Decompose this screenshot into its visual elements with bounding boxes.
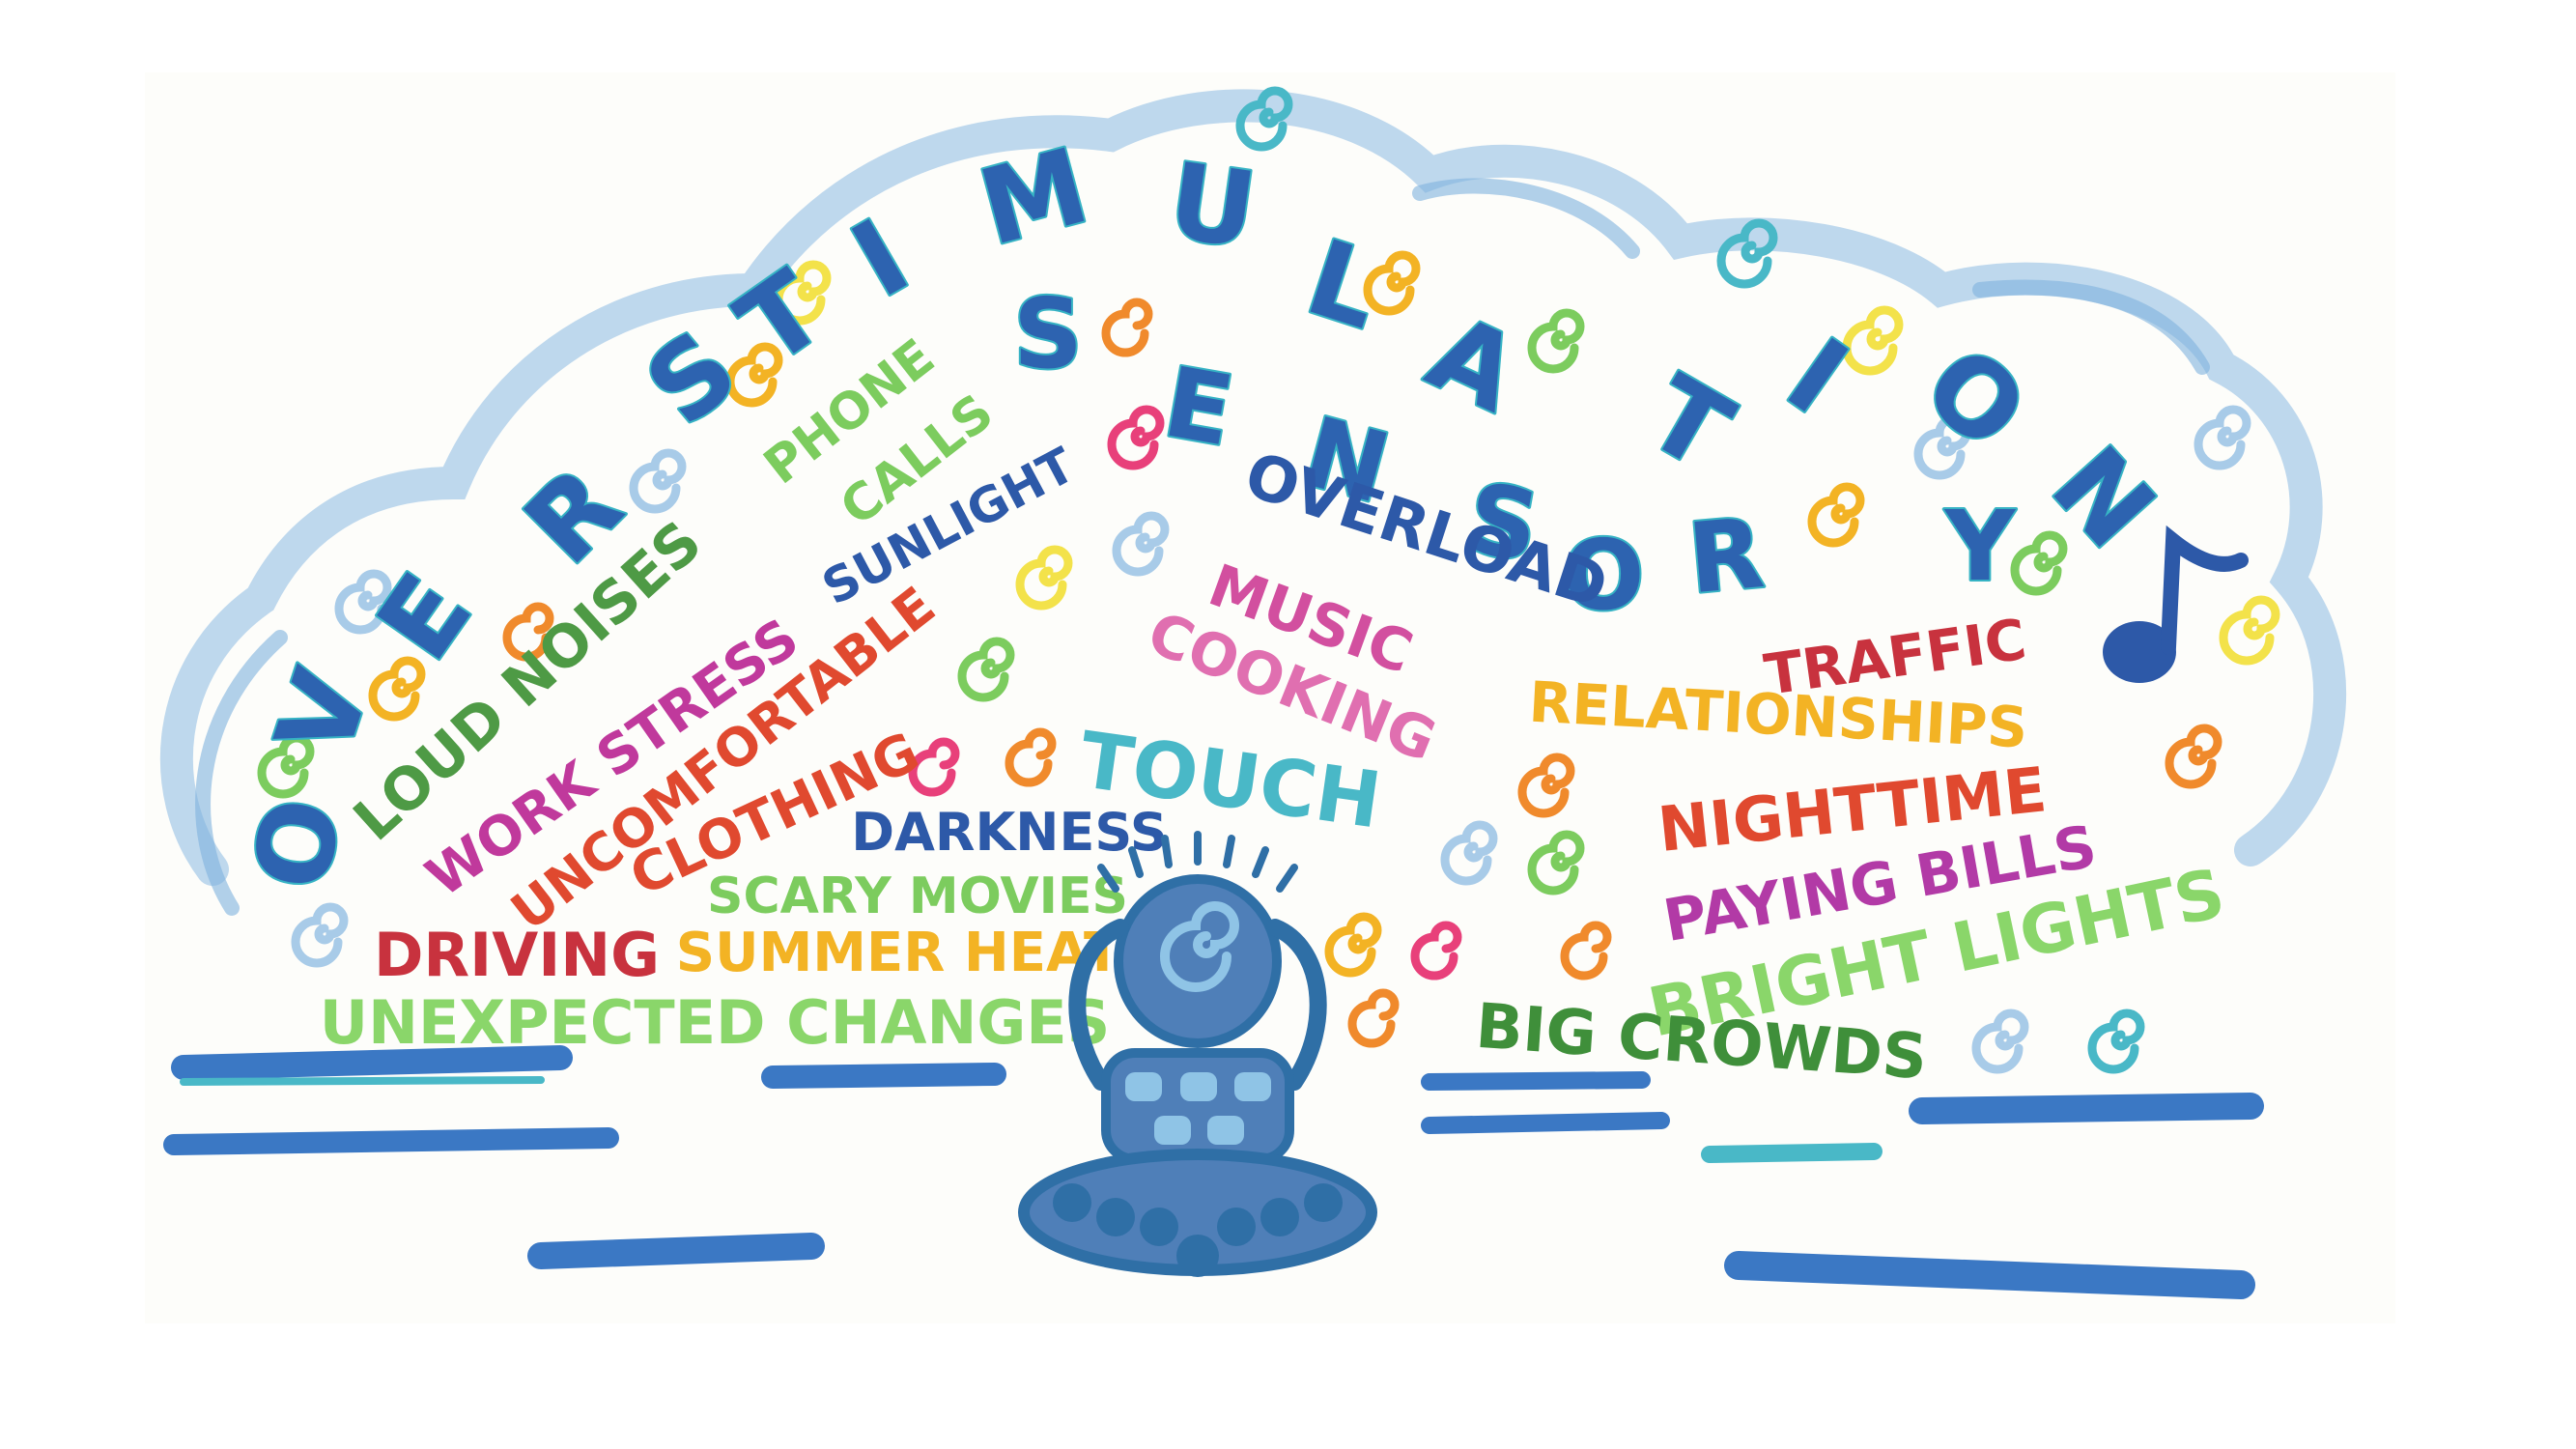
spiral-icon (629, 448, 687, 514)
title-letter: O (232, 790, 366, 898)
spiral-icon (2194, 405, 2251, 470)
spiral-icon (1913, 414, 1971, 480)
spiral-icon (502, 602, 554, 662)
leg-pattern (1053, 1183, 1343, 1277)
spiral-icon (1005, 727, 1057, 787)
spiral-icon (2165, 724, 2222, 789)
spiral-icon (334, 569, 392, 635)
spiral-icon (1527, 308, 1585, 374)
torso-pattern (1125, 1072, 1271, 1145)
spiral-icon (1347, 988, 1400, 1048)
spiral-icon (1235, 86, 1293, 152)
title-letter: S (625, 308, 760, 449)
spiral-icon (1440, 820, 1498, 886)
cloud-outline (159, 89, 2347, 916)
title-letter: I (834, 197, 927, 321)
title-letter: U (1162, 141, 1262, 272)
spiral-icon (1324, 912, 1382, 978)
spiral-icon (1517, 753, 1575, 818)
spiral-icon (2087, 1009, 2145, 1074)
spiral-icon (257, 733, 315, 799)
spiral-icon (2010, 530, 2068, 596)
spiral-icon (725, 342, 783, 408)
title-letter: E (1156, 345, 1241, 468)
trigger-scary-movies: SCARY MOVIES (707, 867, 1128, 925)
spiral-icon (1807, 482, 1865, 548)
title-letter: A (1411, 293, 1536, 437)
spiral-icon (1560, 921, 1612, 980)
spiral-icon (774, 260, 832, 326)
title-letter: O (1562, 519, 1644, 632)
spiral-icon (2219, 595, 2280, 666)
trigger-darkness: DARKNESS (851, 802, 1167, 863)
title-letter: Y (1944, 490, 2017, 603)
trigger-summer-heat: SUMMER HEAT (676, 922, 1120, 984)
trigger-unexpected-changes: UNEXPECTED CHANGES (320, 987, 1111, 1058)
spiral-icon (368, 656, 426, 722)
spiral-icon (1410, 921, 1462, 980)
spiral-icon (1842, 305, 1904, 376)
title-letter: L (1293, 217, 1394, 353)
trigger-relationships: RELATIONSHIPS (1527, 669, 2029, 761)
title-letter: R (1684, 497, 1769, 615)
title-letter: I (1767, 316, 1868, 437)
spiral-icon (1527, 830, 1585, 895)
spiral-icon (1363, 250, 1421, 316)
water-strokes (163, 1045, 2264, 1299)
title-letter: T (1628, 354, 1750, 494)
spiral-icon (957, 637, 1015, 702)
title-letter: N (2028, 425, 2176, 571)
spiral-icon (908, 737, 960, 797)
head-rays (1097, 831, 1298, 893)
meditating-figure (1018, 831, 1377, 1277)
spiral-icon (291, 902, 349, 968)
title-letter: O (1901, 325, 2048, 473)
title-letter: S (1013, 277, 1083, 390)
spiral-icon (1107, 405, 1165, 470)
spiral-icon (1015, 545, 1073, 611)
spirals (257, 86, 2280, 1074)
spiral-icon (1716, 218, 1778, 289)
spiral-icon (1101, 298, 1153, 357)
music-note-icon (2103, 525, 2249, 683)
spiral-icon (1112, 511, 1170, 577)
trigger-driving: DRIVING (374, 920, 660, 990)
spiral-icon (1971, 1009, 2029, 1074)
